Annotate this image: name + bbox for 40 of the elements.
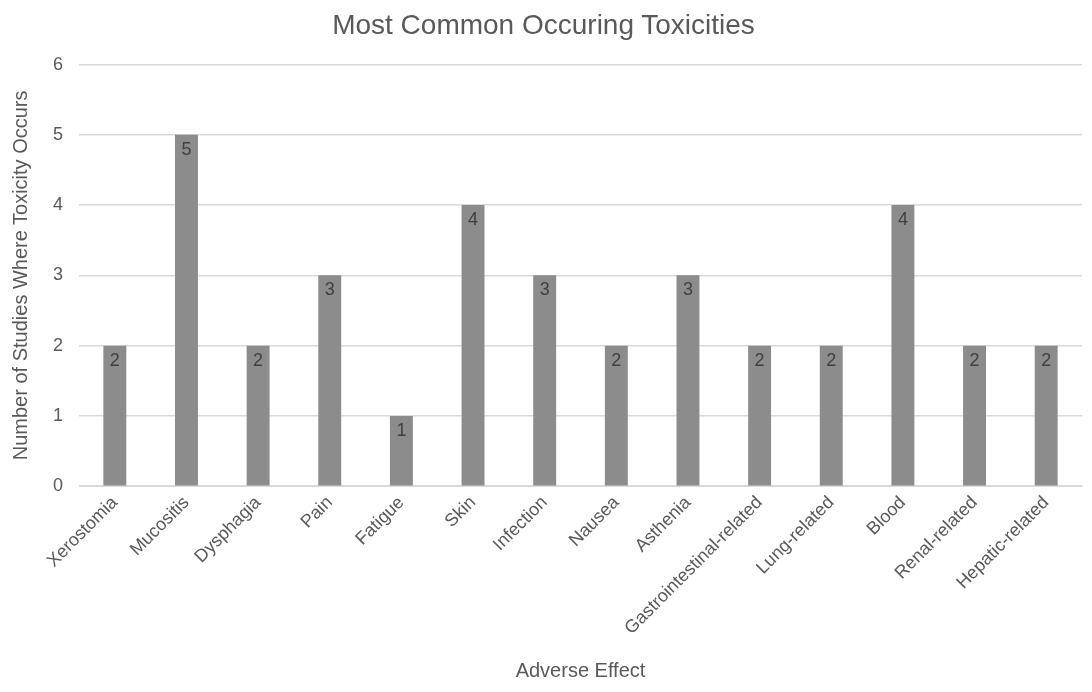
data-label: 2 <box>109 349 120 370</box>
bar <box>318 275 342 486</box>
data-label: 4 <box>897 209 908 230</box>
data-label: 2 <box>253 349 264 370</box>
bar <box>461 205 485 486</box>
data-label: 1 <box>396 419 407 440</box>
chart-title: Most Common Occuring Toxicities <box>332 8 755 40</box>
data-label: 2 <box>826 349 837 370</box>
x-tick-label: Skin <box>440 491 480 531</box>
y-tick-label: 6 <box>53 53 64 74</box>
data-label: 3 <box>682 279 693 300</box>
bar <box>963 345 986 486</box>
y-tick-label: 0 <box>53 475 64 496</box>
data-label: 5 <box>181 138 192 159</box>
data-label: 2 <box>611 349 622 370</box>
y-tick-label: 4 <box>53 194 64 215</box>
x-tick-label: Pain <box>296 491 337 532</box>
bar <box>819 345 843 486</box>
bar <box>389 415 413 486</box>
data-label: 2 <box>969 349 980 370</box>
bar <box>1034 345 1058 486</box>
y-tick-label: 3 <box>53 264 64 285</box>
data-label: 4 <box>468 209 479 230</box>
x-axis-title: Adverse Effect <box>515 658 646 681</box>
data-label: 2 <box>754 349 765 370</box>
bar <box>533 275 557 486</box>
y-tick-label: 5 <box>53 123 64 144</box>
bar <box>103 345 127 486</box>
bar <box>175 134 198 486</box>
y-tick-label: 2 <box>53 334 64 355</box>
data-label: 3 <box>324 279 335 300</box>
data-label: 3 <box>539 279 550 300</box>
bar <box>891 205 915 486</box>
bar <box>676 275 700 486</box>
bar <box>246 345 270 486</box>
bar <box>748 345 772 486</box>
y-axis-title: Number of Studies Where Toxicity Occurs <box>8 90 31 461</box>
bar <box>604 345 628 486</box>
data-label: 2 <box>1041 349 1052 370</box>
y-tick-label: 1 <box>53 404 64 425</box>
